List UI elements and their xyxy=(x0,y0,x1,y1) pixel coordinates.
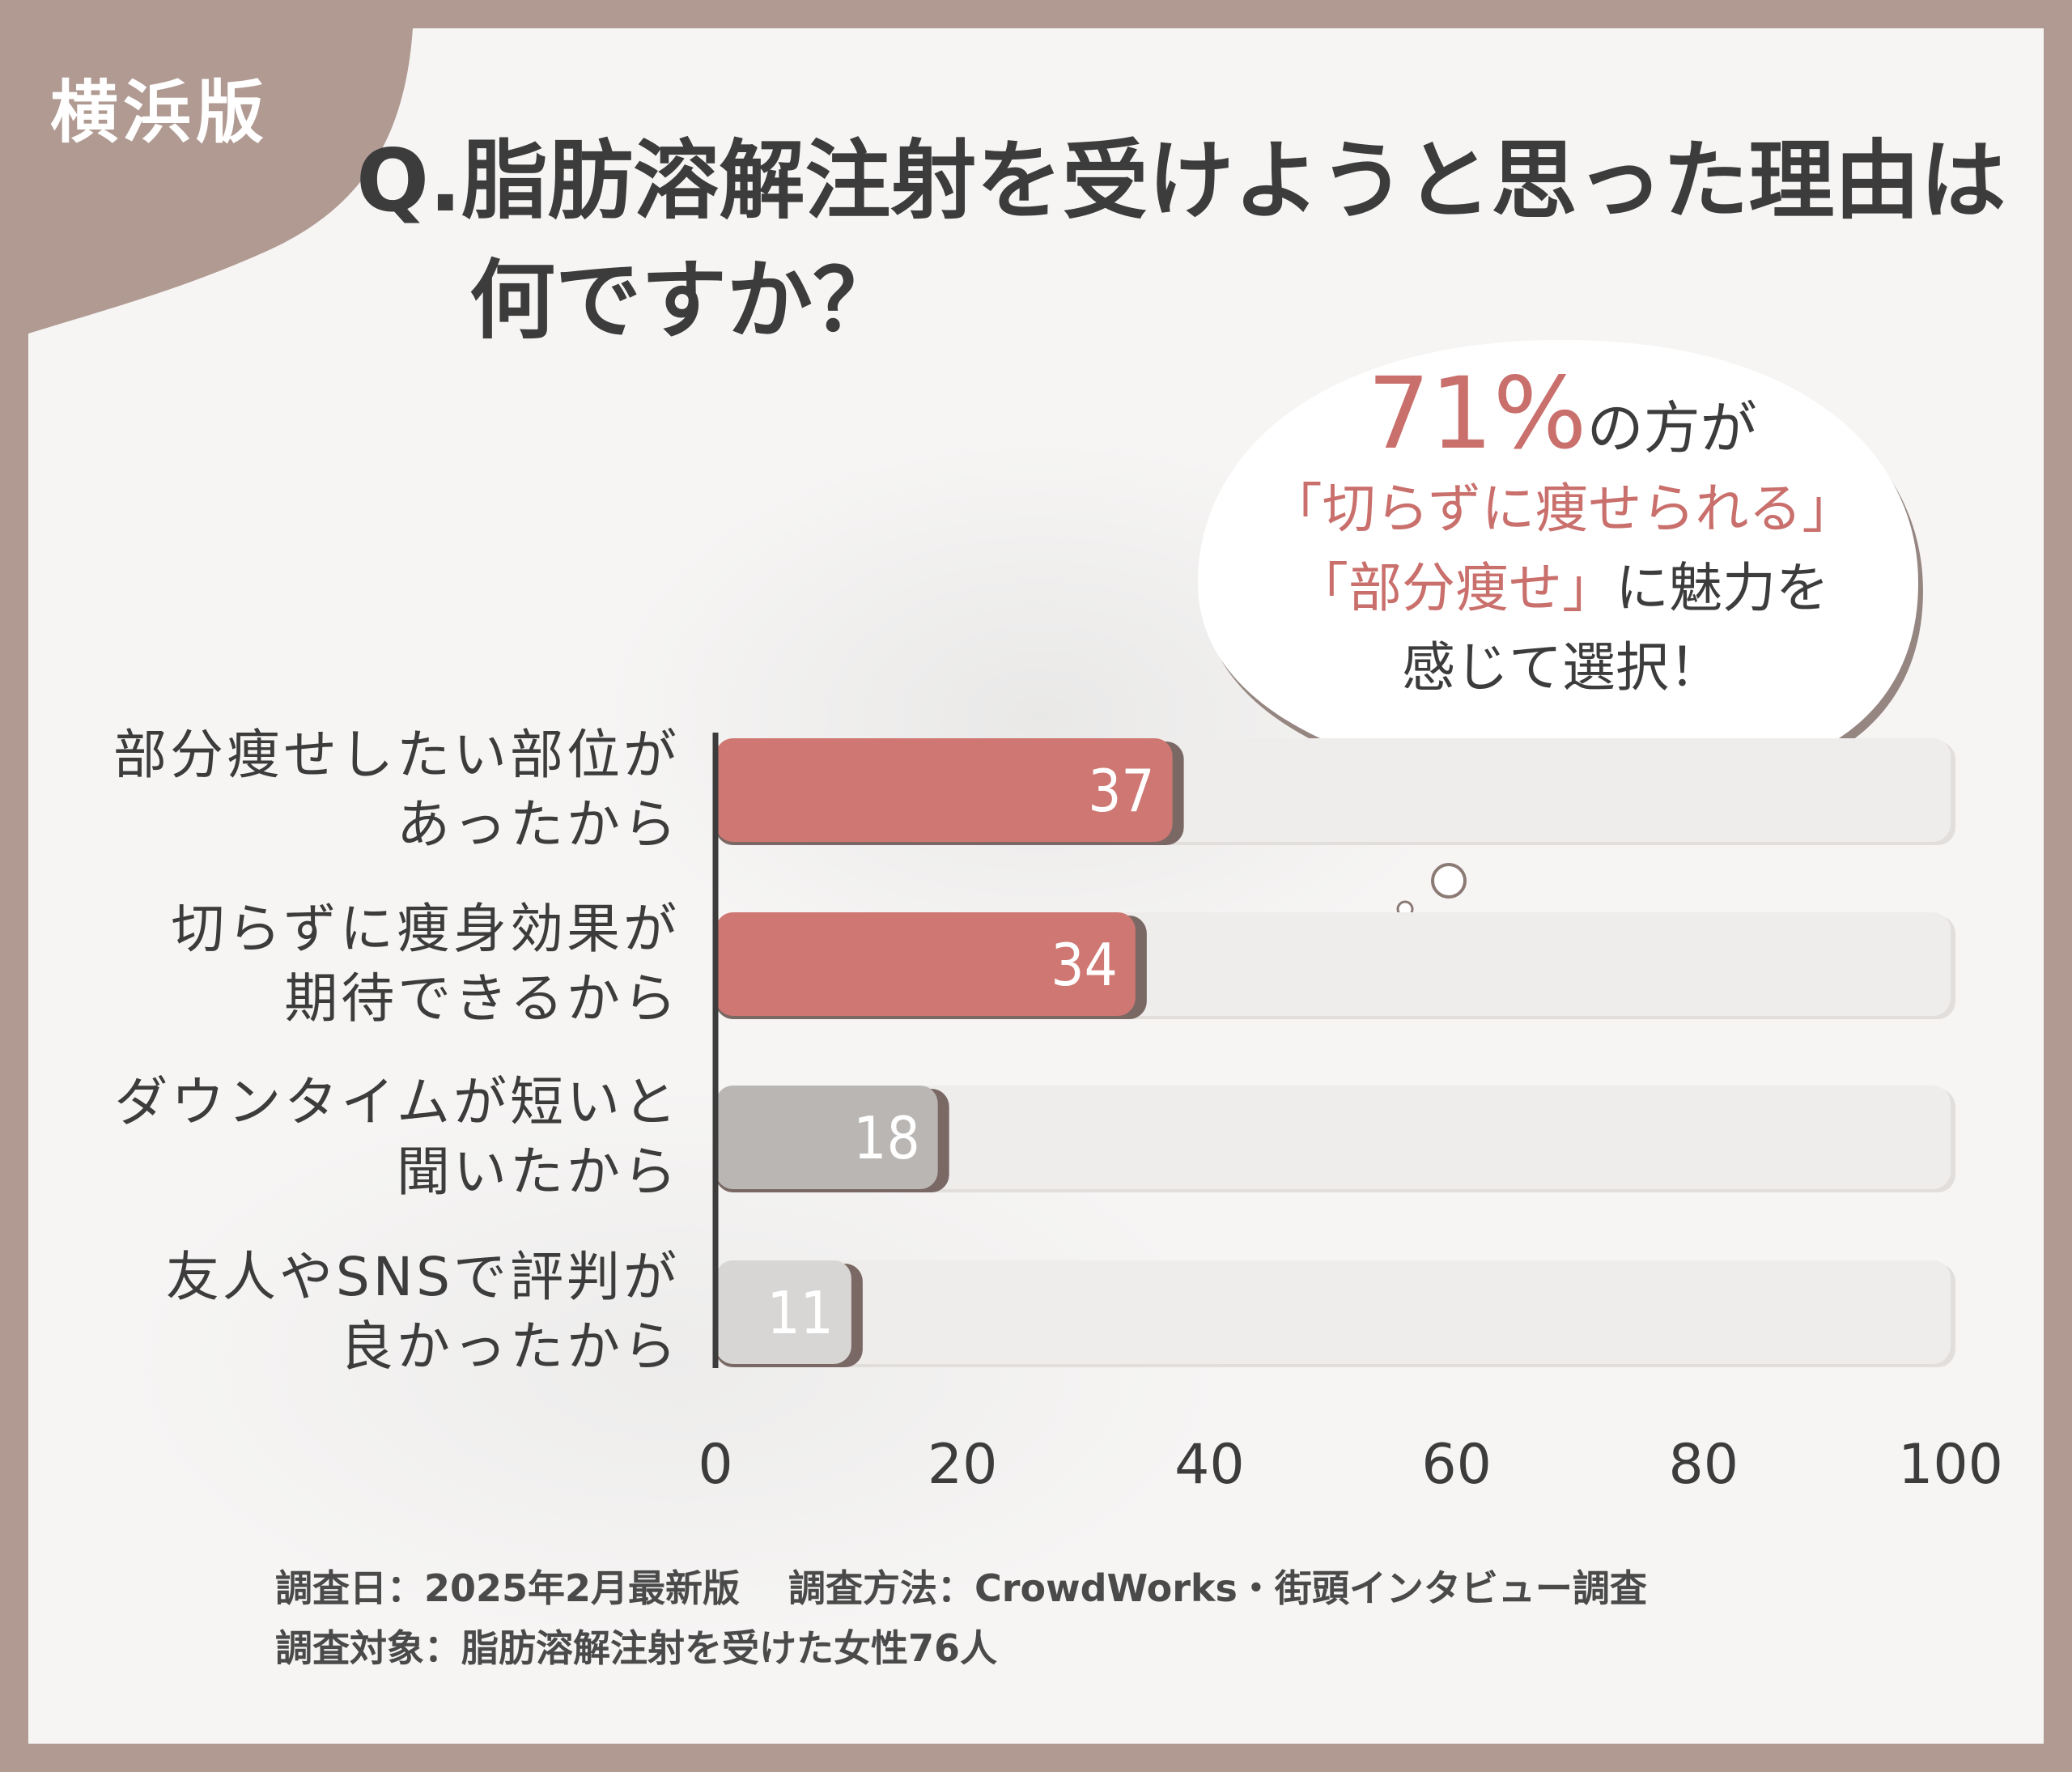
bubble-dot xyxy=(1431,863,1467,899)
category-label-line: ダウンタイムが短いと xyxy=(114,1071,680,1133)
bar xyxy=(715,1260,851,1364)
callout-line1: 71%の方が xyxy=(1198,356,1926,471)
callout-percent: 71% xyxy=(1367,356,1587,471)
callout-percent-suffix: の方が xyxy=(1586,395,1757,461)
x-tick-label: 80 xyxy=(1669,1433,1739,1497)
callout-line4: 感じて選択！ xyxy=(1402,636,1722,699)
bar-value-label: 18 xyxy=(853,1104,919,1172)
question-title: Q.脂肪溶解注射を受けようと思った理由は 何ですか？ xyxy=(356,121,2040,361)
callout-line3-highlight: 「部分痩せ」 xyxy=(1295,557,1616,619)
category-label-line: あったから xyxy=(397,793,680,856)
bar xyxy=(715,738,1173,842)
category-label: 切らずに痩身効果が期待できるから xyxy=(16,894,680,1034)
x-tick-label: 0 xyxy=(698,1433,732,1497)
category-label-line: 聞いたから xyxy=(397,1141,680,1203)
edition-badge: 横浜版 xyxy=(50,73,270,152)
callout-line3-rest: に魅力を xyxy=(1616,557,1829,619)
category-label: 部分痩せしたい部位があったから xyxy=(16,720,680,860)
category-label-line: 部分痩せしたい部位が xyxy=(113,724,680,786)
survey-target: 調査対象：脂肪溶解注射を受けた女性76人 xyxy=(275,1626,998,1670)
category-label: 友人やSNSで評判が良かったから xyxy=(16,1243,680,1382)
bar-value-label: 11 xyxy=(766,1279,833,1347)
category-label-line: 友人やSNSで評判が xyxy=(165,1246,680,1308)
bar xyxy=(715,1086,938,1189)
survey-method: 調査方法：CrowdWorks・街頭インタビュー調査 xyxy=(788,1566,1647,1610)
callout-line2: 「切らずに痩せられる」 xyxy=(1268,478,1856,540)
x-tick-label: 20 xyxy=(928,1433,998,1497)
bar-track xyxy=(715,1260,1951,1364)
category-label-line: 期待できるから xyxy=(284,967,680,1030)
x-tick-label: 100 xyxy=(1898,1433,2003,1497)
survey-date: 調査日：2025年2月最新版 xyxy=(275,1566,741,1610)
x-tick-label: 40 xyxy=(1174,1433,1245,1497)
bar-track xyxy=(715,1086,1951,1189)
question-title-line1: Q.脂肪溶解注射を受けようと思った理由は xyxy=(356,131,2006,231)
bar xyxy=(715,912,1136,1016)
callout-text: 71%の方が 「切らずに痩せられる」 「部分痩せ」に魅力を 感じて選択！ xyxy=(1198,356,1926,708)
callout-line3: 「部分痩せ」に魅力を xyxy=(1198,549,1926,628)
category-label-line: 良かったから xyxy=(340,1315,680,1378)
bar-value-label: 34 xyxy=(1051,931,1117,999)
survey-footer: 調査日：2025年2月最新版 調査方法：CrowdWorks・街頭インタビュー調査… xyxy=(275,1558,1647,1678)
category-label-line: 切らずに痩身効果が xyxy=(171,898,680,960)
category-label: ダウンタイムが短いと聞いたから xyxy=(16,1068,680,1207)
x-tick-label: 60 xyxy=(1421,1433,1492,1497)
question-title-line2: 何ですか？ xyxy=(469,251,898,351)
footer-line1: 調査日：2025年2月最新版 調査方法：CrowdWorks・街頭インタビュー調査 xyxy=(275,1558,1647,1618)
bar-value-label: 37 xyxy=(1088,757,1154,825)
